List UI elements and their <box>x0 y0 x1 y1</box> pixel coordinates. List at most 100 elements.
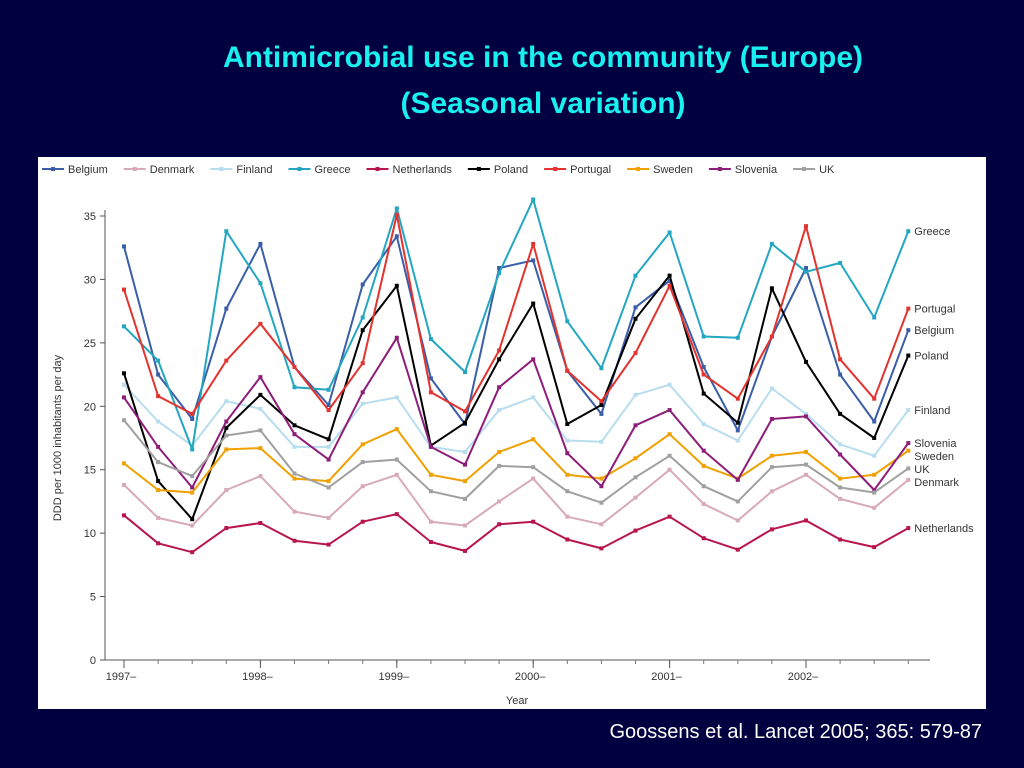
data-point-netherlands <box>565 537 570 542</box>
legend-label-denmark: Denmark <box>150 164 195 176</box>
end-label-sweden: Sweden <box>914 451 954 463</box>
data-point-portugal <box>497 348 502 353</box>
legend-label-belgium: Belgium <box>68 164 108 176</box>
data-point-denmark <box>769 489 774 494</box>
data-point-finland <box>224 399 229 404</box>
data-point-sweden <box>156 488 161 493</box>
data-point-finland <box>906 408 911 413</box>
y-tick-label: 35 <box>84 211 96 223</box>
data-point-sweden <box>565 472 570 477</box>
data-point-belgium <box>428 376 433 381</box>
data-point-denmark <box>292 509 297 514</box>
end-label-finland: Finland <box>914 405 950 417</box>
data-point-poland <box>394 283 399 288</box>
data-point-greece <box>258 281 263 286</box>
data-point-portugal <box>599 399 604 404</box>
chart-panel: 0 5 10 15 20 25 30 35 1997– 1998– 1999– 2000– 2001– 2… <box>38 157 986 709</box>
data-point-slovenia <box>360 390 365 395</box>
data-point-denmark <box>394 472 399 477</box>
data-point-portugal <box>633 351 638 356</box>
data-point-finland <box>872 453 877 458</box>
data-point-portugal <box>292 364 297 369</box>
data-point-portugal <box>360 361 365 366</box>
data-point-belgium <box>394 234 399 239</box>
data-point-sweden <box>633 456 638 461</box>
data-point-uk <box>735 499 740 504</box>
data-point-netherlands <box>872 545 877 550</box>
data-point-belgium <box>224 306 229 311</box>
data-point-slovenia <box>838 452 843 457</box>
legend-label-slovenia: Slovenia <box>735 164 778 176</box>
legend-marker-belgium <box>51 167 55 171</box>
data-point-finland <box>735 438 740 443</box>
data-point-finland <box>838 442 843 447</box>
data-point-greece <box>701 334 706 339</box>
end-label-belgium: Belgium <box>914 325 954 337</box>
data-point-portugal <box>906 306 911 311</box>
data-point-slovenia <box>735 477 740 482</box>
data-point-sweden <box>769 453 774 458</box>
data-point-finland <box>599 439 604 444</box>
data-point-slovenia <box>701 448 706 453</box>
data-point-poland <box>599 403 604 408</box>
data-point-uk <box>497 463 502 468</box>
y-tick-label: 30 <box>84 274 96 286</box>
legend-marker-greece <box>297 167 302 171</box>
data-point-belgium <box>872 419 877 424</box>
data-point-sweden <box>394 427 399 432</box>
data-point-sweden <box>667 432 672 437</box>
data-point-poland <box>156 479 161 484</box>
data-point-sweden <box>428 472 433 477</box>
y-tick-label: 15 <box>84 465 96 477</box>
data-point-slovenia <box>497 385 502 390</box>
data-point-portugal <box>394 212 399 217</box>
data-point-greece <box>872 315 877 320</box>
data-point-finland <box>531 395 536 400</box>
series-line-finland <box>123 383 910 457</box>
data-point-sweden <box>463 479 467 484</box>
legend-label-poland: Poland <box>494 164 528 176</box>
data-point-sweden <box>531 437 536 442</box>
data-point-uk <box>667 453 672 458</box>
data-point-sweden <box>258 446 263 451</box>
data-point-denmark <box>701 501 706 506</box>
legend-label-greece: Greece <box>314 164 350 176</box>
series-line-sweden <box>123 428 909 494</box>
series-line-uk <box>123 419 909 504</box>
data-point-uk <box>531 465 536 470</box>
data-point-belgium <box>258 241 263 246</box>
data-point-finland <box>258 406 263 411</box>
data-point-netherlands <box>769 527 774 532</box>
data-point-denmark <box>258 474 263 479</box>
data-point-belgium <box>497 266 502 271</box>
data-point-uk <box>872 490 877 495</box>
data-point-slovenia <box>463 462 467 467</box>
data-point-portugal <box>838 357 843 362</box>
data-point-uk <box>804 462 808 467</box>
legend-marker-netherlands <box>375 167 380 171</box>
series-line-netherlands <box>123 513 909 554</box>
data-point-sweden <box>497 449 502 454</box>
data-point-portugal <box>769 334 774 339</box>
data-point-sweden <box>906 448 911 453</box>
data-point-uk <box>599 500 604 505</box>
data-point-uk <box>633 475 638 480</box>
data-point-netherlands <box>258 520 263 525</box>
data-point-greece <box>633 273 638 278</box>
data-point-belgium <box>701 364 706 369</box>
data-point-denmark <box>122 482 126 487</box>
x-tick-label: 1999– <box>379 671 410 683</box>
data-point-uk <box>701 484 706 489</box>
data-point-portugal <box>735 396 740 401</box>
data-point-netherlands <box>701 536 706 541</box>
data-point-poland <box>872 436 877 440</box>
data-point-slovenia <box>156 444 161 449</box>
data-point-netherlands <box>906 526 911 531</box>
data-point-denmark <box>872 505 877 510</box>
data-point-poland <box>531 301 536 306</box>
data-point-poland <box>804 359 808 364</box>
data-point-greece <box>667 230 672 235</box>
data-point-netherlands <box>224 526 229 531</box>
data-point-finland <box>633 392 638 397</box>
data-point-slovenia <box>428 444 433 449</box>
